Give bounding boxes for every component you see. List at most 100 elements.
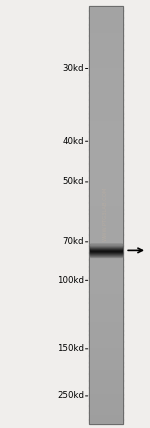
Bar bbox=[89, 209, 123, 211]
Bar bbox=[89, 92, 123, 94]
Bar bbox=[89, 48, 123, 50]
Bar bbox=[89, 340, 123, 342]
Bar bbox=[89, 309, 123, 311]
Bar bbox=[89, 400, 123, 401]
Bar bbox=[90, 249, 122, 250]
Bar bbox=[89, 342, 123, 343]
Bar bbox=[89, 176, 123, 178]
Bar bbox=[89, 76, 123, 77]
Bar bbox=[89, 416, 123, 418]
Bar bbox=[89, 351, 123, 353]
Bar bbox=[89, 270, 123, 272]
Bar bbox=[89, 380, 123, 382]
Bar bbox=[90, 250, 122, 251]
Bar bbox=[89, 382, 123, 383]
Bar bbox=[89, 408, 123, 410]
Bar bbox=[89, 377, 123, 379]
Bar bbox=[89, 357, 123, 358]
Bar bbox=[89, 318, 123, 319]
Bar bbox=[89, 91, 123, 93]
Bar bbox=[89, 127, 123, 129]
Bar bbox=[89, 172, 123, 173]
Bar bbox=[89, 101, 123, 102]
Bar bbox=[89, 193, 123, 194]
Bar bbox=[89, 54, 123, 55]
Bar bbox=[89, 141, 123, 143]
Bar bbox=[89, 105, 123, 107]
Bar bbox=[89, 175, 123, 176]
Bar bbox=[89, 277, 123, 279]
Bar bbox=[89, 95, 123, 97]
Bar bbox=[89, 407, 123, 408]
Bar bbox=[89, 214, 123, 215]
Bar bbox=[89, 261, 123, 262]
Bar bbox=[89, 361, 123, 363]
Bar bbox=[89, 222, 123, 223]
Bar bbox=[89, 348, 123, 350]
Bar bbox=[89, 24, 123, 26]
Text: 30kd: 30kd bbox=[63, 64, 84, 73]
Bar bbox=[89, 9, 123, 11]
Bar bbox=[89, 350, 123, 351]
Bar bbox=[89, 109, 123, 111]
Bar bbox=[89, 206, 123, 208]
Bar bbox=[89, 325, 123, 326]
Bar bbox=[89, 177, 123, 179]
Bar bbox=[89, 160, 123, 162]
Bar bbox=[89, 269, 123, 271]
Bar bbox=[89, 10, 123, 12]
Bar bbox=[89, 112, 123, 113]
Bar bbox=[89, 90, 123, 91]
Bar bbox=[89, 98, 123, 100]
Bar bbox=[89, 411, 123, 413]
Bar bbox=[89, 414, 123, 415]
Bar bbox=[89, 20, 123, 22]
Bar bbox=[89, 108, 123, 110]
Bar bbox=[89, 146, 123, 147]
Bar bbox=[89, 31, 123, 33]
Bar bbox=[89, 253, 123, 254]
Bar bbox=[89, 403, 123, 404]
Bar bbox=[89, 265, 123, 267]
Bar bbox=[89, 286, 123, 288]
Bar bbox=[89, 305, 123, 307]
Bar bbox=[90, 250, 122, 251]
Bar bbox=[89, 83, 123, 84]
Bar bbox=[89, 237, 123, 239]
Bar bbox=[89, 282, 123, 283]
Bar bbox=[89, 308, 123, 310]
Bar bbox=[89, 393, 123, 395]
Bar bbox=[89, 40, 123, 41]
Bar bbox=[89, 60, 123, 62]
Bar bbox=[89, 148, 123, 150]
Bar bbox=[89, 233, 123, 235]
Bar bbox=[89, 392, 123, 393]
Bar bbox=[89, 137, 123, 139]
Bar bbox=[89, 30, 123, 32]
Bar bbox=[89, 303, 123, 304]
Bar bbox=[89, 225, 123, 226]
Bar bbox=[90, 254, 122, 255]
Bar bbox=[89, 332, 123, 333]
Bar bbox=[89, 229, 123, 230]
Bar bbox=[89, 119, 123, 121]
Text: 70kd: 70kd bbox=[63, 237, 84, 247]
Bar bbox=[89, 134, 123, 136]
Bar bbox=[89, 322, 123, 324]
Bar bbox=[89, 184, 123, 186]
Bar bbox=[89, 344, 123, 346]
Bar bbox=[90, 251, 122, 252]
Bar bbox=[89, 415, 123, 417]
Bar bbox=[89, 293, 123, 294]
Bar bbox=[89, 279, 123, 280]
Bar bbox=[89, 18, 123, 19]
Bar bbox=[89, 63, 123, 65]
Bar bbox=[89, 235, 123, 236]
Bar bbox=[89, 204, 123, 205]
Bar bbox=[89, 6, 123, 8]
Bar bbox=[89, 358, 123, 360]
Bar bbox=[89, 205, 123, 207]
Bar bbox=[89, 187, 123, 189]
Bar bbox=[90, 245, 122, 246]
Bar bbox=[90, 246, 122, 247]
